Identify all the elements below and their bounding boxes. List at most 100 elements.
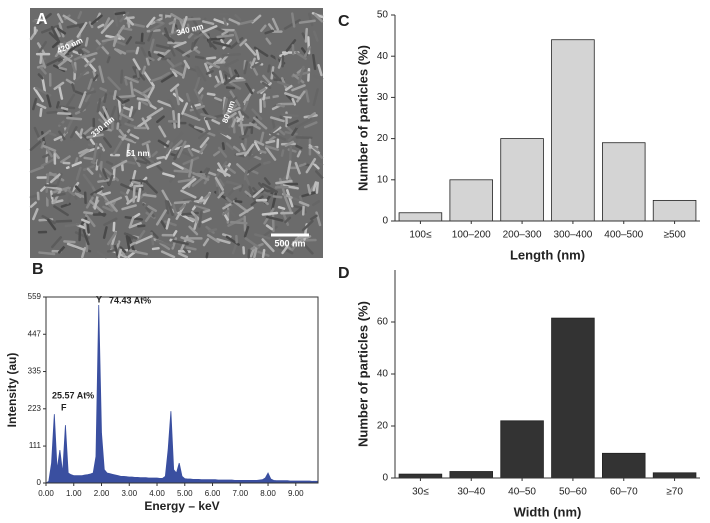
- sem-rod: [165, 218, 171, 230]
- sem-rod: [37, 12, 52, 26]
- sem-rod: [251, 108, 263, 121]
- sem-rod: [54, 42, 66, 58]
- sem-rod: [58, 66, 68, 71]
- sem-rod: [222, 38, 233, 50]
- sem-rod: [283, 18, 301, 30]
- sem-rod: [102, 205, 114, 212]
- sem-rod: [244, 82, 254, 95]
- sem-rod: [118, 135, 137, 144]
- x-tick-label: ≥70: [666, 487, 683, 498]
- sem-rod: [115, 95, 124, 103]
- sem-rod: [230, 37, 244, 49]
- sem-rod: [157, 53, 165, 59]
- sem-rod: [284, 216, 292, 224]
- sem-rod: [75, 166, 82, 181]
- x-tick-label: 400–500: [604, 230, 643, 241]
- sem-rod: [157, 99, 174, 108]
- sem-rod: [155, 239, 173, 247]
- sem-rod: [136, 97, 149, 106]
- sem-rod: [124, 217, 132, 225]
- y-tick-label: 0: [382, 473, 388, 484]
- sem-rod: [50, 190, 55, 205]
- sem-rod: [296, 90, 306, 103]
- sem-rod: [102, 226, 108, 239]
- sem-rod: [274, 50, 279, 64]
- sem-rod: [225, 86, 236, 90]
- sem-rod: [83, 126, 93, 136]
- sem-rod: [288, 144, 293, 162]
- sem-rod: [261, 211, 279, 216]
- sem-rod: [252, 186, 258, 194]
- sem-rod: [81, 51, 98, 59]
- sem-rod: [169, 230, 178, 242]
- sem-rod: [201, 217, 212, 224]
- sem-rod: [234, 14, 242, 22]
- y-tick-label: 20: [377, 133, 389, 144]
- sem-rod: [253, 46, 269, 57]
- sem-rod: [115, 240, 121, 250]
- sem-rod: [124, 78, 128, 86]
- sem-rod: [168, 20, 177, 25]
- sem-rod: [86, 133, 104, 139]
- sem-rod: [185, 92, 191, 102]
- sem-rod: [119, 69, 124, 84]
- sem-rod: [200, 113, 217, 120]
- sem-rod: [171, 139, 183, 152]
- sem-rod: [188, 225, 199, 236]
- sem-rod: [232, 145, 241, 153]
- sem-rod: [212, 40, 231, 48]
- sem-rod: [47, 218, 57, 231]
- sem-rod: [244, 42, 257, 56]
- sem-rod: [89, 138, 96, 146]
- sem-rod: [103, 217, 118, 227]
- sem-rod: [295, 144, 303, 150]
- sem-rod: [233, 185, 242, 190]
- sem-rod: [262, 74, 271, 84]
- sem-rod: [180, 236, 195, 244]
- sem-rod: [74, 192, 82, 199]
- sem-rod: [255, 49, 260, 61]
- sem-rod: [298, 200, 310, 207]
- sem-rod: [312, 53, 317, 70]
- sem-rod: [213, 61, 226, 65]
- sem-rod: [263, 177, 271, 186]
- sem-rod: [194, 76, 201, 89]
- sem-rod: [230, 96, 238, 103]
- sem-rod: [222, 203, 232, 210]
- sem-rod: [112, 90, 117, 101]
- sem-rod: [60, 106, 69, 111]
- sem-rod: [262, 93, 266, 101]
- sem-rod: [259, 149, 267, 154]
- sem-rod: [176, 140, 187, 159]
- sem-rod: [223, 73, 239, 85]
- sem-rod: [79, 128, 84, 137]
- sem-rod: [312, 30, 319, 42]
- y-axis-label: Intensity (au): [5, 353, 19, 428]
- sem-rod: [228, 18, 241, 25]
- sem-rod: [294, 161, 301, 175]
- sem-rod: [243, 170, 248, 181]
- y-tick-label: 40: [377, 369, 389, 380]
- sem-rod: [291, 125, 299, 136]
- sem-rod: [128, 216, 135, 228]
- sem-rod: [269, 116, 285, 123]
- sem-rod: [275, 179, 293, 185]
- sem-rod: [84, 57, 96, 68]
- sem-rod: [88, 21, 94, 29]
- sem-rod: [183, 197, 202, 202]
- sem-rod: [86, 167, 94, 175]
- sem-rod: [66, 185, 74, 205]
- sem-rod: [35, 86, 52, 97]
- sem-rod: [36, 64, 45, 69]
- sem-rod: [55, 101, 60, 109]
- sem-rod: [253, 139, 265, 146]
- sem-rod: [166, 200, 174, 217]
- sem-rod: [120, 162, 124, 172]
- sem-rod: [264, 146, 277, 161]
- sem-rod: [151, 150, 158, 158]
- sem-rod: [117, 106, 121, 124]
- sem-rod: [171, 237, 178, 250]
- sem-rod: [237, 19, 254, 26]
- sem-rod: [77, 10, 83, 20]
